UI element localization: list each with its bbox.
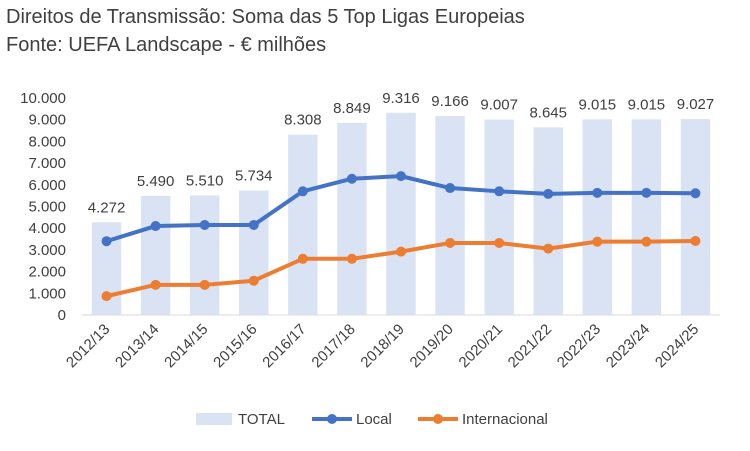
legend-swatch-total [196,413,232,425]
bar-data-label: 8.645 [529,104,567,121]
chart-subtitle: Fonte: UEFA Landscape - € milhões [6,34,327,56]
y-tick-label: 3.000 [28,242,66,259]
y-tick-label: 9.000 [28,112,66,129]
series-point-local [445,183,456,194]
legend-label-internacional: Internacional [462,411,548,428]
bar-data-label: 9.007 [480,97,518,114]
bar-total [288,134,318,315]
bar-total [189,195,220,315]
bar-total [140,195,171,315]
legend-label-local: Local [356,411,392,428]
bar-data-label: 9.027 [677,96,715,113]
series-point-local [346,173,357,184]
x-tick-label: 2017/18 [308,321,358,371]
series-point-local [396,171,406,182]
x-tick-label: 2019/20 [407,321,457,371]
bar-total [631,119,662,315]
bar-total [680,119,711,315]
x-tick-label: 2013/14 [112,321,162,371]
series-point-local [297,186,308,197]
series-point-internacional [150,279,161,290]
bar-data-label: 9.015 [579,96,617,113]
y-tick-label: 4.000 [28,220,66,237]
series-point-internacional [690,236,701,247]
y-tick-label: 8.000 [28,133,66,150]
y-tick-label: 2.000 [28,264,66,281]
series-point-local [494,186,505,197]
series-point-internacional [494,237,505,248]
series-point-internacional [248,275,259,286]
legend-label-total: TOTAL [238,411,285,428]
series-point-local [150,221,161,232]
series-point-internacional [346,253,357,264]
y-tick-label: 10.000 [20,90,66,107]
series-point-internacional [592,236,603,247]
series-point-local [101,236,112,247]
y-tick-label: 6.000 [28,177,66,194]
x-tick-label: 2022/23 [554,321,604,371]
bar-data-label: 5.490 [137,173,175,190]
chart-title: Direitos de Transmissão: Soma das 5 Top … [6,6,525,28]
series-point-local [690,188,701,199]
x-tick-label: 2012/13 [63,321,113,371]
series-point-internacional [396,246,406,257]
legend-marker-internacional [433,414,443,424]
x-tick-label: 2018/19 [357,321,407,371]
bar-data-label: 4.272 [88,199,126,216]
x-tick-label: 2014/15 [161,321,211,371]
x-tick-label: 2021/22 [505,321,555,371]
series-point-internacional [199,279,210,290]
x-tick-label: 2015/16 [210,321,260,371]
series-point-local [199,219,210,230]
x-tick-label: 2023/24 [603,321,653,371]
bar-data-label: 5.734 [235,168,273,185]
bar-data-label: 9.166 [431,93,469,110]
series-point-internacional [543,243,554,254]
bar-data-label: 9.316 [382,90,420,107]
bar-data-label: 9.015 [628,96,666,113]
bar-total [435,116,465,315]
x-tick-label: 2016/17 [259,321,309,371]
bar-total [533,127,563,315]
y-tick-label: 5.000 [28,199,66,216]
x-tick-label: 2020/21 [456,321,506,371]
bar-total [337,122,367,315]
series-point-internacional [101,291,112,302]
y-tick-label: 7.000 [28,155,66,172]
y-tick-label: 0 [58,307,66,324]
bar-total [484,119,514,316]
series-point-local [641,187,652,198]
legend-marker-local [327,414,337,424]
series-point-local [592,187,603,198]
bar-data-label: 8.849 [333,100,371,117]
bar-data-label: 5.510 [186,172,224,189]
series-point-local [543,188,554,199]
x-tick-label: 2024/25 [652,321,702,371]
bar-total [582,119,613,315]
series-point-local [248,219,259,230]
series-point-internacional [297,253,308,264]
bar-data-label: 8.308 [284,112,322,129]
y-tick-label: 1.000 [28,285,66,302]
series-point-internacional [445,237,456,248]
series-point-internacional [641,236,652,247]
bar-total [386,112,416,315]
bar-total [239,190,269,315]
